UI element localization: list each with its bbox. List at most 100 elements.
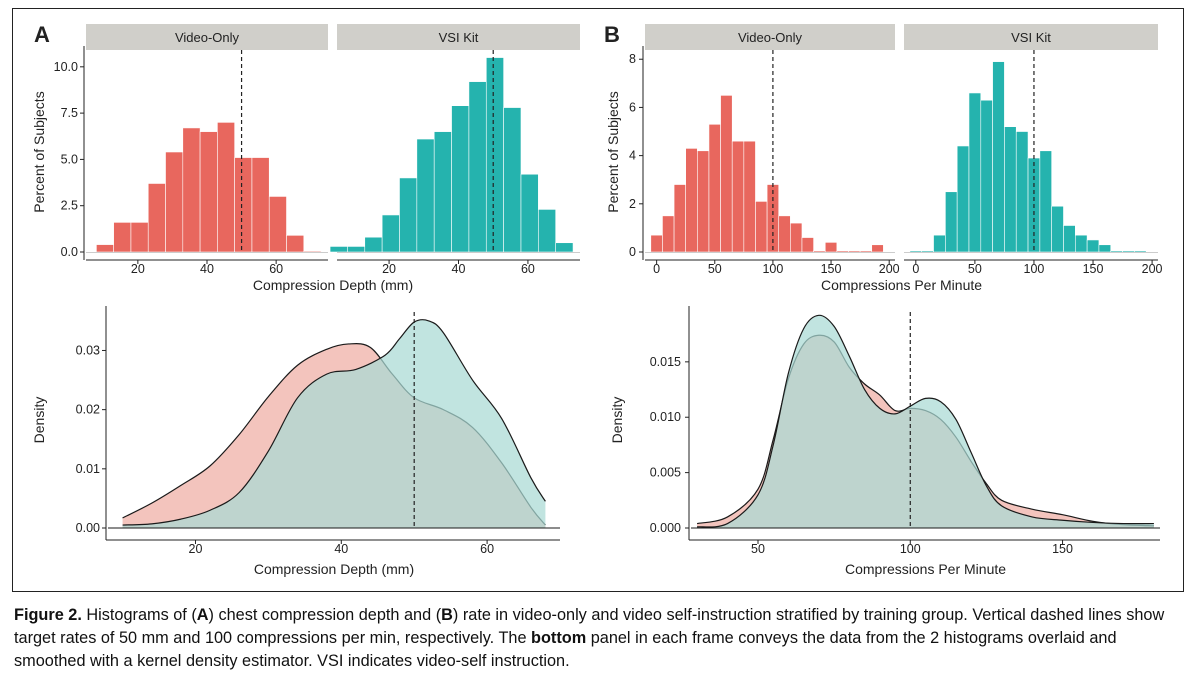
panel-b-y-tick-label: 6 <box>629 100 636 114</box>
panel-a-facet-1-bar <box>217 122 235 253</box>
panel-a-facet-1-bar <box>234 157 253 253</box>
panel-b-facet-1-bar <box>708 123 721 253</box>
panel-letter-b: B <box>604 22 620 47</box>
panel-a-facet-1-bar <box>130 222 149 253</box>
panel-a-facet-2-bar <box>503 107 522 253</box>
caption-a: A <box>196 606 209 624</box>
panel-a-facet-1-strip <box>86 24 328 50</box>
panel-b-facet-1-x-tick-label: 50 <box>708 262 722 276</box>
caption-text-2: ) chest compression depth and ( <box>208 606 442 624</box>
panel-b-y-tick-label: 2 <box>629 197 636 211</box>
panel-b-facet-2-x-tick-label: 100 <box>1024 262 1045 276</box>
panel-a-facet-1-bar <box>251 157 270 253</box>
panel-b-facet-2-bar <box>1075 234 1088 253</box>
panel-a-facet-2-strip <box>337 24 580 50</box>
panel-a-facet-1-bar <box>182 127 201 253</box>
panel-a-facet-2-x-tick-label: 40 <box>452 262 466 276</box>
panel-a-facet-2-bar <box>538 209 556 253</box>
panel-b-facet-1-strip-label: Video-Only <box>738 30 803 45</box>
panel-letter-a: A <box>34 22 50 47</box>
panel-b-facet-2-bar <box>968 92 982 253</box>
caption-bold-word: bottom <box>531 629 587 647</box>
panel-b-density-y-label: Density <box>609 397 625 444</box>
panel-b-density-x-tick-label: 100 <box>900 542 921 556</box>
panel-b-facet-2-bar <box>933 234 946 253</box>
panel-b-facet-2-x-tick-label: 50 <box>968 262 982 276</box>
panel-b-facet-1-bar <box>824 242 838 253</box>
panel-b-facet-1-bar <box>813 250 826 253</box>
caption-b: B <box>441 606 453 624</box>
caption-figure-label: Figure 2. <box>14 606 82 624</box>
panel-b-facet-1-bar <box>836 250 849 253</box>
panel-a-density-x-tick-label: 60 <box>480 542 494 556</box>
panel-b-facet-2-bar <box>1051 205 1064 253</box>
panel-b-facet-2-bar <box>1086 239 1100 253</box>
panel-a-facet-2-bar <box>555 242 574 253</box>
panel-b-density-x-tick-label: 50 <box>751 542 765 556</box>
panel-a-facet-2-bar <box>416 138 435 253</box>
panel-a-facet-2-bar <box>347 246 366 253</box>
panel-b-facet-1-bar <box>662 215 675 253</box>
panel-a-facet-1-strip-label: Video-Only <box>175 30 240 45</box>
panel-b-facet-1-bar <box>685 148 698 253</box>
panel-a-facet-1-bar <box>268 196 287 253</box>
panel-b-facet-2-bar <box>1134 250 1147 253</box>
panel-a-facet-2-bar <box>520 173 539 253</box>
panel-a-facet-2-strip-label: VSI Kit <box>439 30 479 45</box>
panel-a-y-tick-label: 7.5 <box>61 106 78 120</box>
panel-b-facet-2-bar <box>1015 131 1029 253</box>
panel-b-facet-2-bar <box>945 191 958 253</box>
panel-b-density-area-vsi-kit <box>697 315 1154 528</box>
panel-b-facet-1-bar <box>755 201 768 253</box>
panel-a-facet-2-x-tick-label: 20 <box>382 262 396 276</box>
panel-b-facet-1-bar <box>731 140 745 253</box>
panel-b-facet-2-x-tick-label: 150 <box>1083 262 1104 276</box>
panel-a-density-x-tick-label: 40 <box>334 542 348 556</box>
panel-b-density-x-label: Compressions Per Minute <box>845 561 1006 577</box>
panel-b-density-x-tick-label: 150 <box>1052 542 1073 556</box>
panel-a-facet-1-x-tick-label: 60 <box>269 262 283 276</box>
panel-a-density-y-tick-label: 0.00 <box>76 521 100 535</box>
caption-text-4: panel in each frame conveys the data fro… <box>14 629 1117 670</box>
panel-b-facet-2-bar <box>1039 150 1052 253</box>
panel-a-density-x-tick-label: 20 <box>189 542 203 556</box>
panel-a-density-x-label: Compression Depth (mm) <box>254 561 414 577</box>
panel-b-facet-2-bar <box>956 145 970 253</box>
panel-b-facet-2-x-tick-label: 0 <box>912 262 919 276</box>
panel-b-facet-2-bar <box>1004 126 1017 253</box>
panel-b-facet-1-bar <box>778 215 791 253</box>
panel-b-facet-1-bar <box>859 250 873 253</box>
panel-b-facet-2-bar <box>1122 250 1135 253</box>
panel-a-facet-1-x-tick-label: 20 <box>131 262 145 276</box>
panel-b-density-y-tick-label: 0.000 <box>650 521 681 535</box>
panel-a-facet-1-bar <box>303 250 322 253</box>
panel-b-y-tick-label: 4 <box>629 149 636 163</box>
panel-b-facet-1-bar <box>743 140 756 253</box>
panel-a-y-label: Percent of Subjects <box>31 91 47 212</box>
panel-a-facet-1-bar <box>96 244 114 253</box>
panel-a-facet-2-bar <box>468 81 487 253</box>
panel-a-facet-2-bar <box>433 131 452 253</box>
panel-b-facet-1-bar <box>720 95 733 253</box>
panel-b-density-y-tick-label: 0.010 <box>650 410 681 424</box>
panel-a-y-tick-label: 10.0 <box>54 60 78 74</box>
panel-a-facet-1-bar <box>286 235 305 253</box>
panel-a-y-tick-label: 0.0 <box>61 245 78 259</box>
panel-b-facet-2-bar <box>1098 244 1112 253</box>
panel-b-x-label: Compressions Per Minute <box>821 277 982 293</box>
panel-a-facet-2-bar <box>364 236 383 253</box>
panel-b-facet-2-bar <box>992 61 1005 253</box>
panel-a-facet-1-bar <box>113 222 132 253</box>
figure-caption: Figure 2. Histograms of (A) chest compre… <box>14 604 1189 673</box>
panel-a-x-label: Compression Depth (mm) <box>253 277 413 293</box>
panel-b-y-tick-label: 8 <box>629 52 636 66</box>
panel-b-facet-1-strip <box>645 24 895 50</box>
panel-b-facet-2-x-tick-label: 200 <box>1142 262 1163 276</box>
panel-b-density-y-tick-label: 0.015 <box>650 355 681 369</box>
panel-b-y-tick-label: 0 <box>629 245 636 259</box>
panel-b-facet-1-bar <box>673 184 686 253</box>
caption-text-3: ) rate in video-only and video self-inst… <box>14 606 1165 647</box>
panel-a-facet-2-bar <box>399 177 418 253</box>
panel-b-facet-1-bar <box>848 250 861 253</box>
